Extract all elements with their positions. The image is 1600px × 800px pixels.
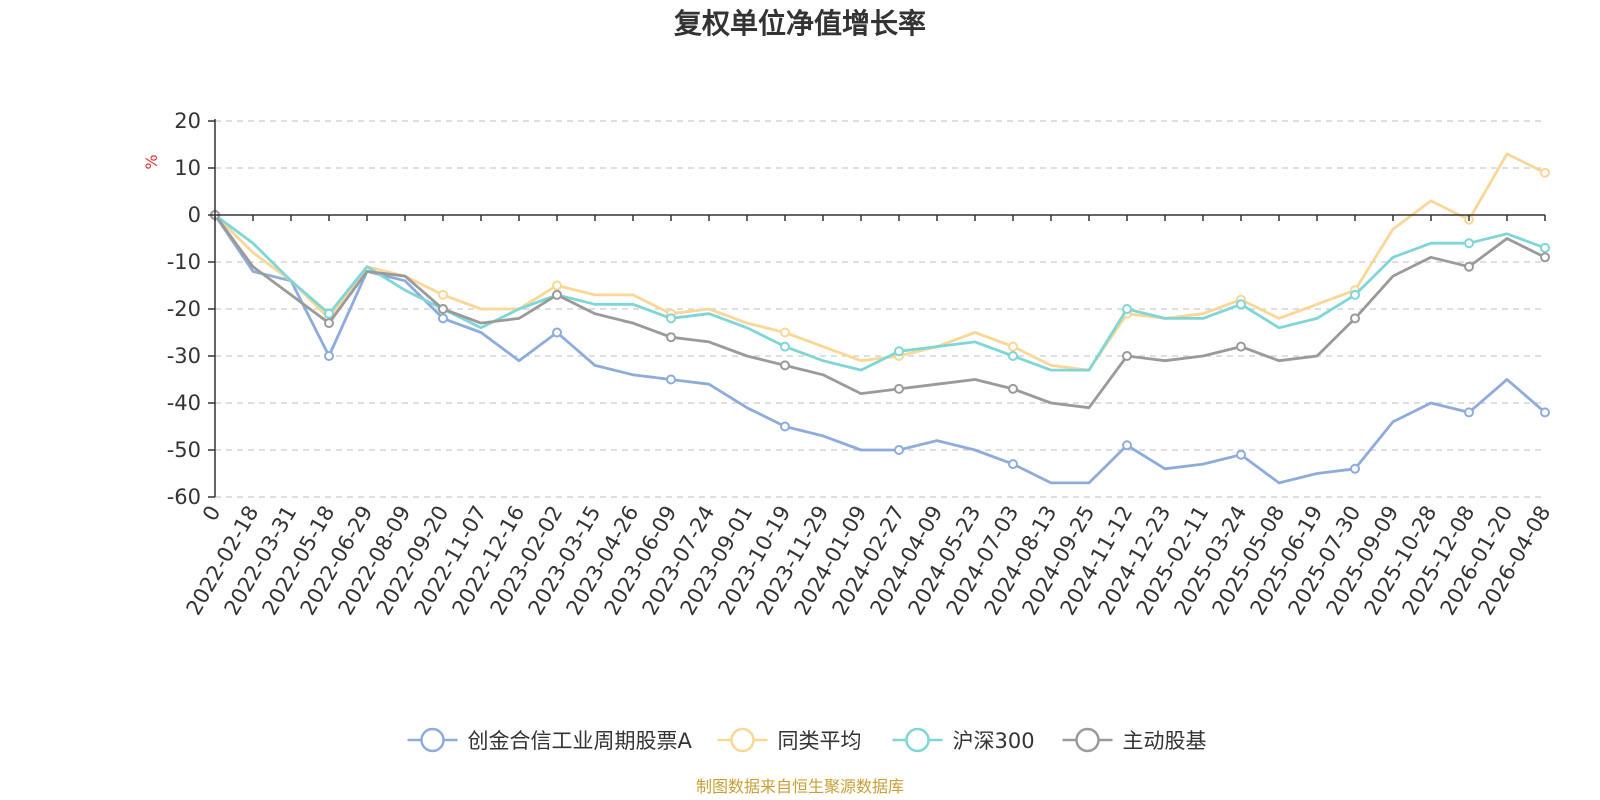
legend-item[interactable]: 创金合信工业周期股票A — [407, 727, 693, 753]
legend-marker-icon — [1075, 727, 1100, 753]
data-point — [1464, 261, 1474, 272]
data-point — [1464, 238, 1474, 249]
data-point — [1540, 167, 1550, 178]
legend-label: 主动股基 — [1123, 729, 1207, 753]
legend-label: 创金合信工业周期股票A — [468, 729, 693, 753]
data-point — [780, 327, 790, 338]
legend-item[interactable]: 同类平均 — [717, 727, 862, 753]
series-0 — [210, 210, 1550, 485]
series-line — [214, 152, 1546, 372]
data-point — [324, 308, 334, 319]
series-line — [213, 214, 1546, 410]
series-2 — [210, 210, 1550, 372]
y-axis-label: % — [142, 154, 161, 169]
source-note: 制图数据来自恒生聚源数据库 — [696, 777, 904, 796]
legend-label: 同类平均 — [778, 729, 862, 753]
data-point — [894, 445, 904, 455]
gridlines — [215, 120, 1545, 498]
series-3 — [210, 210, 1550, 410]
y-tick-label: -10 — [167, 250, 201, 274]
data-point — [1350, 289, 1360, 300]
y-tick-label: 0 — [188, 203, 201, 227]
data-point — [666, 332, 676, 343]
data-point — [1540, 407, 1550, 418]
data-point — [552, 280, 562, 291]
legend-marker-icon — [905, 727, 930, 753]
data-point — [1122, 351, 1132, 361]
series-line — [214, 213, 1546, 372]
data-point — [780, 341, 790, 352]
legend-item[interactable]: 主动股基 — [1062, 727, 1207, 753]
data-point — [1236, 299, 1246, 310]
y-tick-label: -50 — [167, 438, 201, 462]
x-tick-label: 0 — [198, 502, 225, 526]
legend-marker-icon — [420, 727, 445, 753]
data-point — [1008, 459, 1018, 470]
data-point — [438, 313, 448, 324]
data-point — [1008, 341, 1018, 352]
y-tick-label: -20 — [167, 297, 201, 321]
data-point — [552, 327, 562, 338]
legend-marker-icon — [730, 727, 755, 753]
y-tick-label: 20 — [174, 109, 201, 133]
data-point — [1540, 252, 1550, 263]
y-tick-label: 10 — [174, 156, 201, 180]
data-point — [894, 383, 904, 394]
y-tick-label: -60 — [167, 485, 201, 509]
data-point — [1236, 341, 1246, 352]
data-point — [1350, 313, 1360, 324]
data-point — [1350, 463, 1360, 474]
data-point — [1236, 449, 1246, 460]
data-point — [666, 374, 676, 385]
data-point — [1122, 304, 1132, 314]
y-tick-label: -40 — [167, 391, 201, 415]
data-point — [438, 289, 448, 300]
data-point — [552, 289, 562, 300]
legend-label: 沪深300 — [953, 729, 1035, 753]
data-point — [1008, 383, 1018, 394]
axes: 20100-10-20-30-40-50-6002022-02-182022-0… — [167, 109, 1556, 619]
legend[interactable]: 创金合信工业周期股票A 同类平均 沪深300 主动股基 — [407, 727, 1207, 753]
data-point — [438, 304, 448, 314]
data-point — [1540, 242, 1550, 253]
data-point — [324, 318, 334, 329]
data-point — [324, 351, 334, 361]
series-line — [213, 214, 1546, 485]
data-point — [666, 313, 676, 324]
data-point — [780, 360, 790, 371]
data-point — [894, 346, 904, 357]
y-tick-label: -30 — [167, 344, 201, 368]
data-point — [1464, 407, 1474, 418]
data-point — [1122, 440, 1132, 451]
series-layer — [210, 152, 1550, 485]
chart-title: 复权单位净值增长率 — [674, 7, 926, 40]
legend-item[interactable]: 沪深300 — [892, 727, 1035, 753]
data-point — [780, 421, 790, 432]
data-point — [1008, 351, 1018, 361]
